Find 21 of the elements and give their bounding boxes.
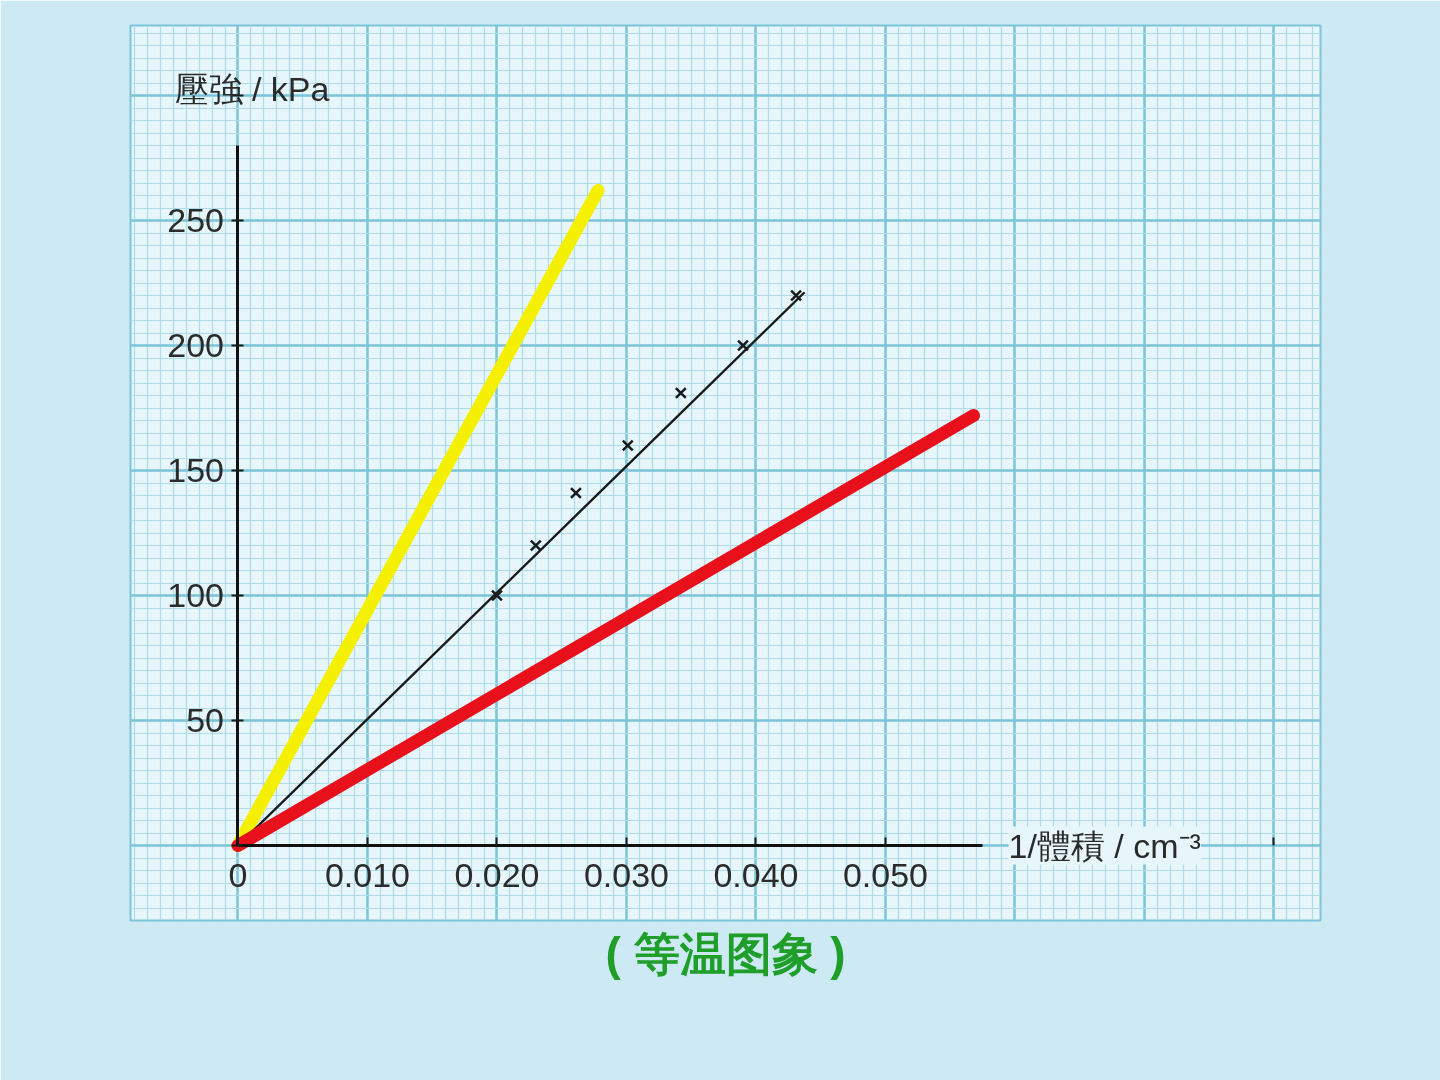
y-tick-label: 250 [167, 201, 224, 239]
x-tick-label: 0.010 [324, 855, 411, 894]
point [621, 439, 634, 452]
y-tick-label: 100 [167, 576, 224, 614]
y-tick-label: 150 [167, 451, 224, 489]
text: ( 等温图象 ) [605, 927, 846, 980]
x-axis-title: 1/體積 / cm⁻³ [1008, 826, 1201, 865]
point [569, 486, 583, 500]
y-tick-label: 50 [186, 701, 224, 739]
x-tick-label: 0.030 [583, 855, 669, 894]
x-tick-label: 0.040 [713, 855, 799, 894]
point [789, 289, 803, 302]
y-tick-label: 200 [167, 326, 224, 364]
point [529, 539, 542, 552]
y-axis-title: 壓強 / kPa [174, 69, 330, 108]
point [736, 339, 750, 352]
point [674, 386, 688, 400]
point [490, 589, 504, 602]
x-tick-label: 0.050 [842, 855, 928, 894]
x-tick-label: 0 [228, 855, 248, 894]
x-tick-label: 0.020 [454, 855, 540, 894]
